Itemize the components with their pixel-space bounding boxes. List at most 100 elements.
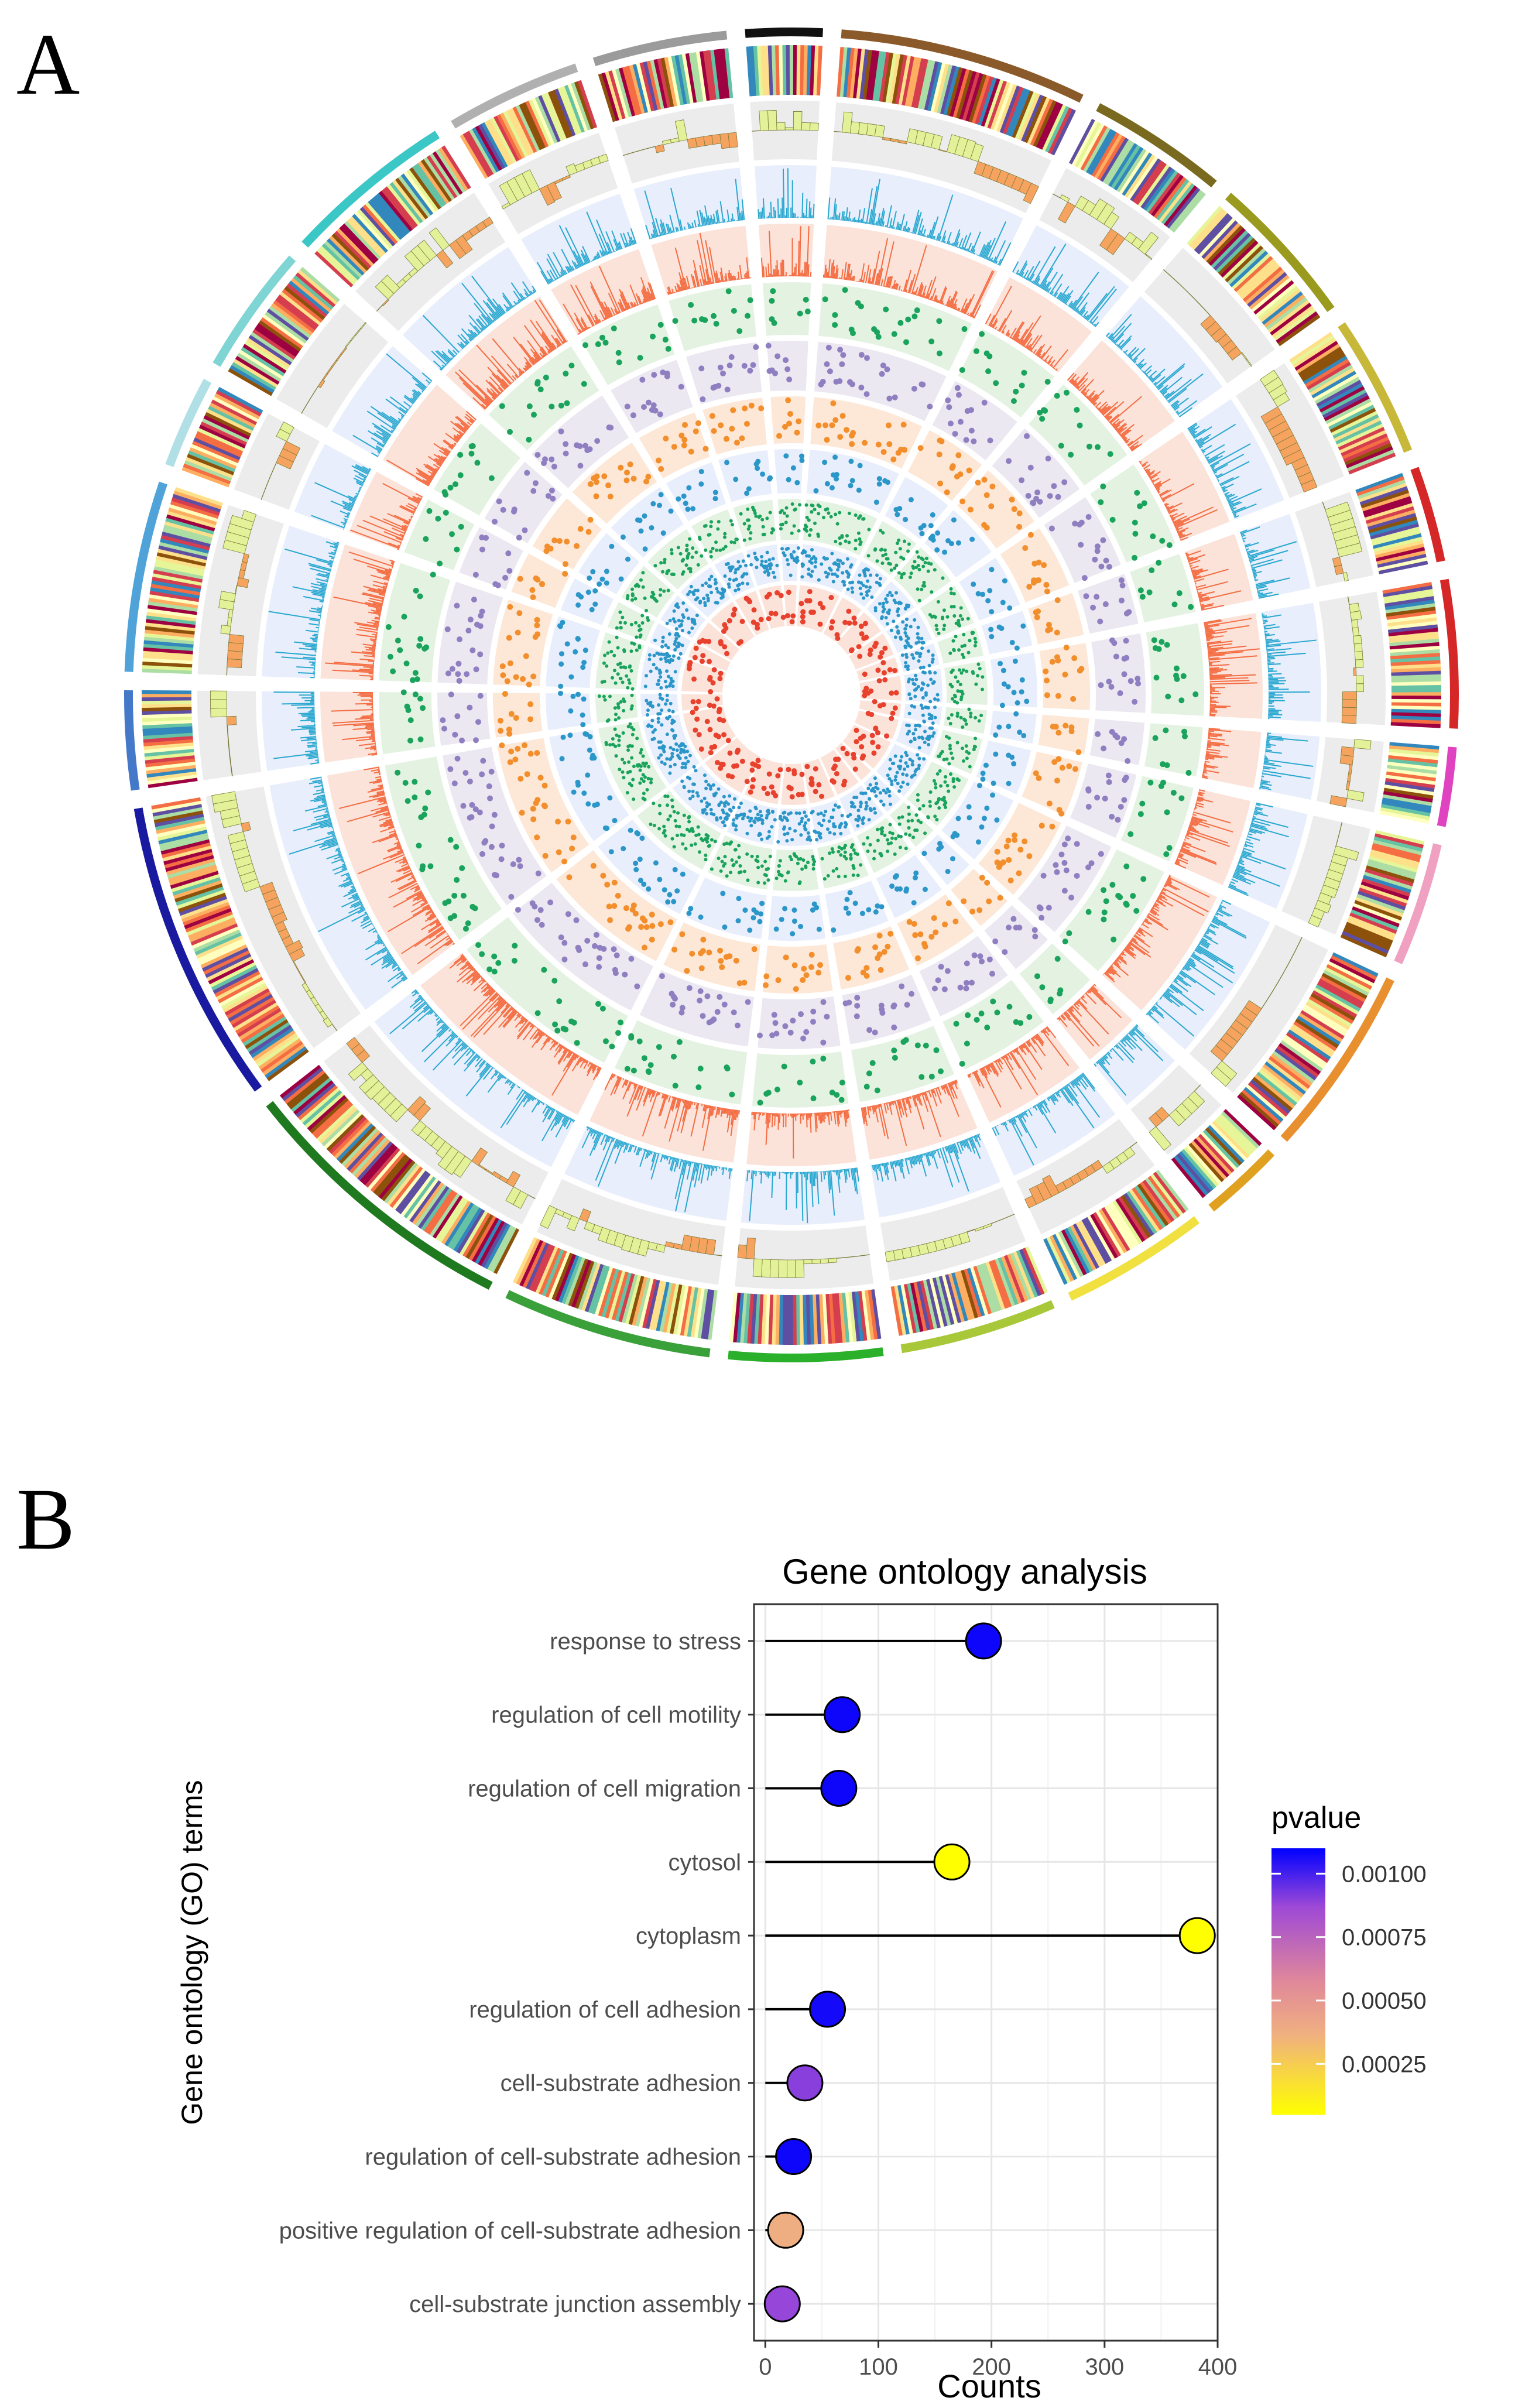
histogram-bar [1209,669,1228,672]
histogram-bar [1260,780,1271,783]
histogram-bar [343,518,348,521]
histogram-bar [359,668,374,671]
histogram-bar [1177,527,1189,533]
heatmap-cell [1081,1218,1109,1264]
histogram-bar [782,259,783,277]
heatmap-cell [864,1290,875,1340]
histogram-bar [1002,1122,1005,1126]
heatmap-cell [260,1040,303,1073]
histogram-bar [1061,1014,1067,1020]
heatmap-cell [1245,1084,1286,1120]
heatmap-cell [1078,1220,1106,1266]
heatmap-cell [472,127,500,173]
histogram-bar [1231,878,1239,883]
histogram-bar [726,1108,729,1118]
heatmap-cell [765,1294,770,1345]
histogram-bar [703,216,707,226]
histogram-bar [1112,1047,1124,1061]
histogram-bar [909,1096,912,1099]
heatmap-cell [165,855,214,872]
histogram-bar [1111,964,1113,967]
heatmap-cell [1247,272,1288,307]
histogram-bar [465,340,469,345]
heatmap-cell [822,1294,829,1344]
histogram-bar [985,313,992,324]
histogram-bar [1215,912,1223,917]
histogram-bar [1103,1055,1108,1060]
histogram-bar [1113,323,1132,344]
histogram-bar [1042,1100,1051,1113]
histogram-bar [506,364,519,378]
histogram-bar [300,736,317,739]
histogram-bar [383,518,407,530]
histogram-bar [842,211,845,221]
heatmap-cell [1116,148,1147,193]
histogram-bar [1176,858,1188,865]
histogram-bar [575,285,597,325]
histogram-bar [417,496,422,500]
histogram-bar [1178,533,1183,537]
histogram-bar [954,306,958,310]
histogram-bar [1031,1037,1046,1057]
histogram-bar [1160,892,1205,916]
heatmap-cell [789,45,794,95]
histogram-bar [853,1167,858,1194]
heatmap-cell [1075,1221,1103,1268]
histogram-bar [1266,737,1308,742]
histogram-bar [443,440,454,449]
histogram-bar [588,1127,591,1130]
histogram-bar [1064,1085,1095,1129]
ideogram-band [1208,1149,1275,1212]
histogram-bar [868,209,873,225]
histogram-bar [701,1105,708,1128]
heatmap-cell [1276,1045,1319,1078]
histogram-bar [924,1152,930,1166]
histogram-bar [363,478,366,480]
heatmap-cell [724,48,734,98]
histogram-bar [519,1087,520,1088]
histogram-bar [1146,471,1151,475]
histogram-bar [1133,935,1151,948]
histogram-bar [372,930,377,933]
area-segment [579,1208,591,1222]
histogram-bar [1240,533,1245,536]
heatmap-cell [471,1217,499,1263]
histogram-bar [844,1169,847,1183]
histogram-bar [432,1039,462,1071]
histogram-bar [1037,350,1043,357]
histogram-bar [689,1101,693,1109]
histogram-bar [746,1170,749,1181]
histogram-bar [758,209,760,219]
heatmap-cell [337,228,374,266]
histogram-bar [798,226,801,277]
histogram-bar [1012,261,1019,273]
heatmap-cell [588,1265,607,1314]
histogram-bar [391,561,395,564]
histogram-bar [1127,944,1135,950]
heatmap-cell [286,283,327,318]
histogram-bar [530,348,540,361]
heatmap-cell [432,151,463,195]
histogram-bar [724,1108,727,1114]
histogram-bar [889,1101,892,1106]
histogram-bar [712,218,715,225]
histogram-bar [897,223,900,230]
histogram-bar [783,259,784,277]
histogram-bar [684,278,688,290]
histogram-bar [1143,920,1150,925]
heatmap-cell [1159,181,1192,223]
histogram-bar [1042,283,1047,290]
histogram-bar [554,1113,563,1126]
heatmap-cell [1372,533,1422,549]
heatmap-cell [635,1277,651,1327]
heatmap-cell [574,81,594,129]
histogram-bar [880,1163,882,1166]
histogram-bar [1188,560,1201,565]
histogram-bar [409,407,411,409]
heatmap-cell [1263,294,1305,328]
heatmap-cell [646,60,662,110]
histogram-bar [373,426,391,437]
histogram-bar [447,351,455,358]
histogram-bar [1157,491,1160,494]
heatmap-cell [1318,978,1365,1006]
